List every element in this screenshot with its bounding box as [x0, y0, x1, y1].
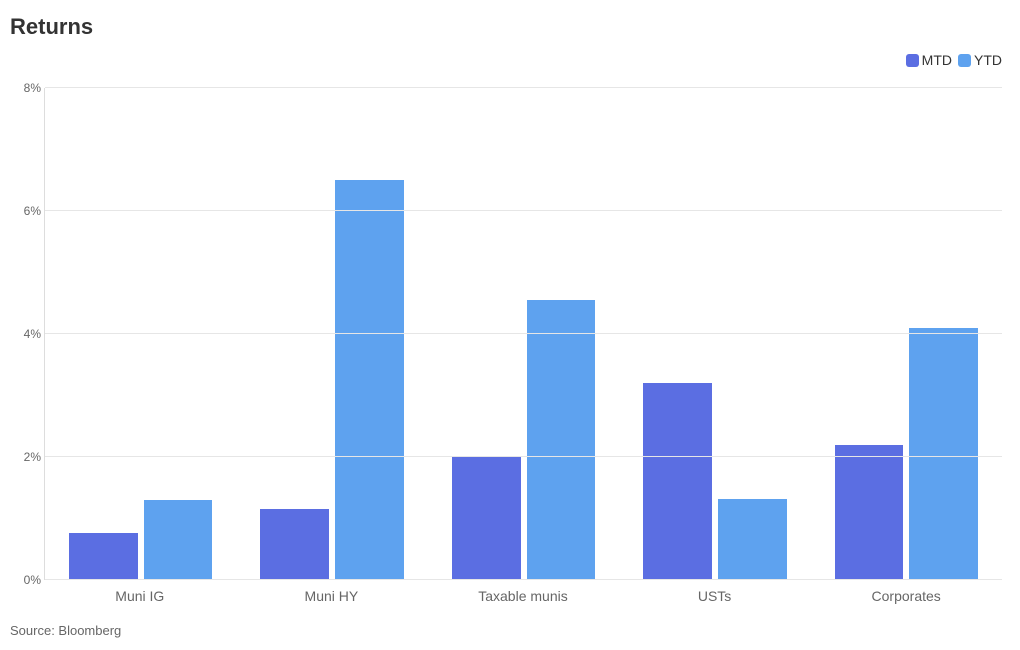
x-tick-label: Taxable munis — [427, 588, 619, 604]
plot-area: 0%2%4%6%8% — [44, 88, 1002, 580]
x-tick-label: Muni HY — [236, 588, 428, 604]
x-tick-label: USTs — [619, 588, 811, 604]
bar-mtd[interactable] — [69, 533, 138, 580]
y-tick-label: 8% — [11, 81, 41, 95]
bar-group — [45, 88, 236, 580]
y-tick-label: 4% — [11, 327, 41, 341]
gridline — [45, 579, 1002, 580]
bar-mtd[interactable] — [260, 509, 329, 580]
legend-swatch-icon — [958, 54, 971, 67]
bar-group — [236, 88, 427, 580]
legend-item-mtd[interactable]: MTD — [906, 52, 952, 68]
gridline — [45, 456, 1002, 457]
legend: MTD YTD — [900, 52, 1002, 70]
bar-mtd[interactable] — [835, 445, 904, 580]
legend-label: YTD — [974, 52, 1002, 68]
bar-groups — [45, 88, 1002, 580]
gridline — [45, 87, 1002, 88]
bar-ytd[interactable] — [527, 300, 596, 580]
y-tick-label: 2% — [11, 450, 41, 464]
y-tick-label: 6% — [11, 204, 41, 218]
legend-swatch-icon — [906, 54, 919, 67]
bar-ytd[interactable] — [909, 328, 978, 580]
legend-label: MTD — [922, 52, 952, 68]
bar-mtd[interactable] — [452, 457, 521, 580]
bar-ytd[interactable] — [718, 499, 787, 580]
bar-group — [619, 88, 810, 580]
bar-mtd[interactable] — [643, 383, 712, 580]
gridline — [45, 210, 1002, 211]
chart-area: 0%2%4%6%8% Muni IGMuni HYTaxable munisUS… — [10, 80, 1010, 610]
chart-container: Returns MTDYTD 0%2%4%6%8% Muni IGMuni HY… — [0, 0, 1020, 650]
y-tick-label: 0% — [11, 573, 41, 587]
x-axis-labels: Muni IGMuni HYTaxable munisUSTsCorporate… — [44, 588, 1002, 604]
bar-group — [428, 88, 619, 580]
x-tick-label: Corporates — [810, 588, 1002, 604]
bar-group — [811, 88, 1002, 580]
x-tick-label: Muni IG — [44, 588, 236, 604]
bar-ytd[interactable] — [144, 500, 213, 580]
bar-ytd[interactable] — [335, 180, 404, 580]
gridline — [45, 333, 1002, 334]
source-text: Source: Bloomberg — [10, 623, 121, 638]
chart-title: Returns — [10, 14, 1010, 40]
legend-item-ytd[interactable]: YTD — [958, 52, 1002, 68]
